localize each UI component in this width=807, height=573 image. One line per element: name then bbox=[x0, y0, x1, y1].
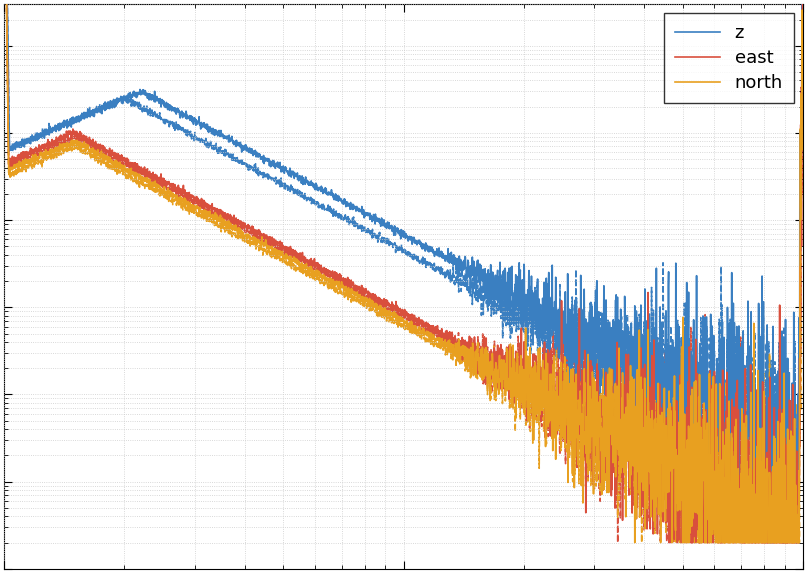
east bbox=[138, 166, 148, 173]
east bbox=[664, 539, 674, 546]
north bbox=[341, 283, 350, 290]
east bbox=[90, 139, 100, 146]
Line: north: north bbox=[4, 0, 803, 543]
z bbox=[696, 367, 706, 374]
Legend: z, east, north: z, east, north bbox=[664, 13, 794, 103]
z bbox=[751, 539, 760, 546]
z bbox=[90, 109, 100, 116]
east bbox=[341, 279, 350, 286]
north bbox=[138, 175, 148, 182]
east bbox=[696, 520, 706, 527]
z bbox=[341, 198, 350, 205]
north bbox=[798, 38, 807, 45]
north bbox=[696, 445, 706, 452]
z bbox=[306, 181, 316, 188]
east bbox=[783, 539, 792, 546]
z bbox=[783, 465, 792, 472]
north bbox=[90, 149, 100, 156]
z bbox=[138, 87, 148, 93]
Line: z: z bbox=[4, 0, 803, 543]
north bbox=[630, 539, 640, 546]
Line: east: east bbox=[4, 0, 803, 543]
north bbox=[306, 266, 316, 273]
north bbox=[783, 506, 792, 513]
east bbox=[306, 258, 316, 265]
